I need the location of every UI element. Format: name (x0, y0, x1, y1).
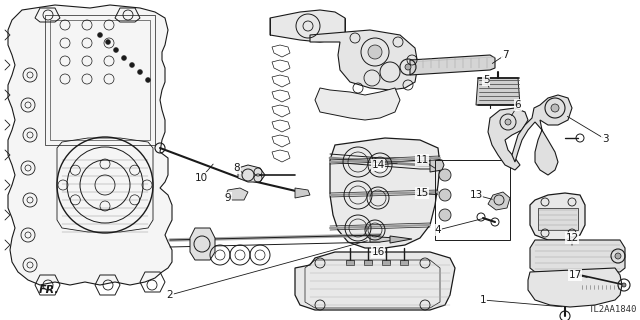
Ellipse shape (138, 69, 143, 75)
Polygon shape (364, 260, 372, 265)
Ellipse shape (368, 45, 382, 59)
Polygon shape (238, 165, 265, 182)
Polygon shape (310, 30, 418, 90)
Text: 12: 12 (565, 233, 579, 243)
Text: 17: 17 (568, 270, 582, 280)
Polygon shape (390, 236, 412, 243)
Ellipse shape (439, 209, 451, 221)
Polygon shape (370, 235, 395, 242)
Polygon shape (190, 228, 215, 260)
Ellipse shape (439, 169, 451, 181)
Polygon shape (225, 188, 248, 200)
Text: 7: 7 (502, 50, 508, 60)
Polygon shape (528, 268, 622, 307)
Polygon shape (430, 158, 444, 172)
Text: 8: 8 (234, 163, 240, 173)
Ellipse shape (113, 47, 118, 52)
Text: 13: 13 (469, 190, 483, 200)
Text: 11: 11 (415, 155, 429, 165)
Polygon shape (488, 192, 510, 210)
Text: 5: 5 (483, 75, 490, 85)
Polygon shape (8, 5, 172, 285)
Polygon shape (270, 10, 345, 42)
Polygon shape (538, 208, 578, 230)
Text: 1: 1 (480, 295, 486, 305)
Text: 9: 9 (225, 193, 231, 203)
Ellipse shape (615, 253, 621, 259)
Text: 2: 2 (166, 290, 173, 300)
Text: 10: 10 (195, 173, 207, 183)
Ellipse shape (122, 55, 127, 60)
Text: 16: 16 (371, 247, 385, 257)
Polygon shape (295, 188, 310, 198)
Text: 14: 14 (371, 160, 385, 170)
Polygon shape (530, 240, 625, 272)
Text: TL2AA1840: TL2AA1840 (588, 305, 637, 314)
Polygon shape (512, 95, 572, 175)
Ellipse shape (551, 104, 559, 112)
Polygon shape (295, 252, 455, 310)
Text: FR.: FR. (38, 284, 59, 295)
Text: 3: 3 (602, 134, 608, 144)
Polygon shape (476, 78, 520, 105)
Ellipse shape (145, 77, 150, 83)
Text: 15: 15 (415, 188, 429, 198)
Polygon shape (410, 55, 495, 75)
Polygon shape (315, 88, 400, 120)
Polygon shape (346, 260, 354, 265)
Text: 4: 4 (435, 225, 442, 235)
Polygon shape (530, 193, 585, 240)
Ellipse shape (622, 283, 626, 287)
Polygon shape (382, 260, 390, 265)
Ellipse shape (439, 189, 451, 201)
Ellipse shape (129, 62, 134, 68)
Ellipse shape (106, 39, 111, 44)
Polygon shape (400, 260, 408, 265)
Ellipse shape (505, 119, 511, 125)
Ellipse shape (97, 33, 102, 37)
Polygon shape (330, 138, 440, 248)
Text: 6: 6 (515, 100, 522, 110)
Polygon shape (488, 108, 528, 170)
Ellipse shape (405, 64, 411, 70)
